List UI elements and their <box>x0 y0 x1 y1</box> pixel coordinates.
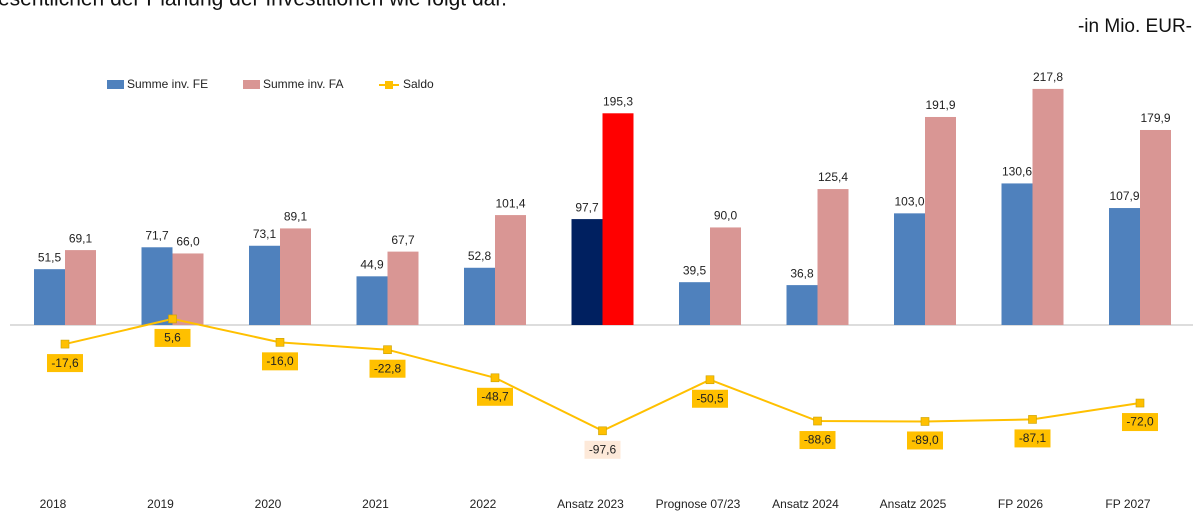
bar-value-label: 36,8 <box>790 266 814 280</box>
saldo-marker <box>813 416 822 426</box>
saldo-label-box <box>1014 429 1051 448</box>
bar-value-label: 97,7 <box>575 200 599 214</box>
bar-value-label: 107,9 <box>1109 189 1139 203</box>
saldo-marker <box>598 426 607 436</box>
x-tick-label: 2021 <box>362 497 389 511</box>
unit-label: -in Mio. EUR- <box>1078 16 1192 37</box>
x-tick-label: 2019 <box>147 497 174 511</box>
saldo-value-label: -72,0 <box>1126 415 1154 429</box>
saldo-marker <box>705 375 715 385</box>
saldo-value-label: -16,0 <box>266 354 294 368</box>
bar <box>280 228 311 325</box>
heading: esentlichen der Planung der Investitione… <box>0 0 507 11</box>
bar <box>925 116 956 325</box>
bar <box>1032 88 1064 325</box>
bar <box>894 213 925 325</box>
bar <box>249 245 280 325</box>
x-tick-label: 2020 <box>255 497 282 511</box>
saldo-value-label: -50,5 <box>696 391 724 405</box>
bar <box>495 215 526 325</box>
bar-value-label: 101,4 <box>495 196 525 210</box>
saldo-value-label: -87,1 <box>1019 431 1047 445</box>
bar <box>1109 208 1140 325</box>
bar <box>1001 183 1033 325</box>
legend-label: Saldo <box>403 77 434 91</box>
bar-value-label: 39,5 <box>683 263 707 277</box>
bar <box>356 276 388 325</box>
bar <box>65 250 96 325</box>
bar-value-label: 44,9 <box>360 258 384 272</box>
bar-value-label: 67,7 <box>391 233 415 247</box>
saldo-value-label: -97,6 <box>589 442 617 456</box>
saldo-label-box <box>1122 413 1158 432</box>
saldo-marker <box>275 338 285 347</box>
saldo-label-box <box>262 352 298 371</box>
saldo-value-label: -89,0 <box>911 433 939 447</box>
bar-value-label: 51,5 <box>38 250 62 264</box>
bar-value-label: 195,3 <box>603 94 633 108</box>
bar <box>710 227 741 325</box>
bar-value-label: 52,8 <box>468 249 492 263</box>
x-tick-label: 2022 <box>470 497 497 511</box>
x-tick-label: Ansatz 2023 <box>557 497 624 511</box>
saldo-marker <box>1135 398 1145 408</box>
x-tick-label: 2018 <box>40 497 67 511</box>
saldo-value-label: 5,6 <box>164 331 181 345</box>
saldo-label-box <box>584 440 621 459</box>
bar <box>464 267 495 325</box>
legend-swatch <box>243 80 260 89</box>
legend-marker <box>385 81 393 89</box>
bar <box>679 282 710 325</box>
bar-value-label: 71,7 <box>145 228 169 242</box>
saldo-value-label: -88,6 <box>804 433 832 447</box>
bar <box>571 219 603 325</box>
x-tick-label: Prognose 07/23 <box>656 497 741 511</box>
saldo-value-label: -48,7 <box>481 389 509 403</box>
bar <box>817 189 849 325</box>
saldo-marker <box>1028 415 1037 424</box>
saldo-line <box>64 317 1141 432</box>
bar-value-label: 66,0 <box>176 235 200 249</box>
bar-value-label: 130,6 <box>1002 165 1032 179</box>
bar-value-label: 89,1 <box>284 210 308 224</box>
saldo-marker <box>920 417 930 426</box>
bar <box>387 251 419 325</box>
bar-value-label: 217,8 <box>1033 70 1063 84</box>
bar <box>786 285 818 325</box>
legend-label: Summe inv. FA <box>263 77 343 91</box>
bar-value-label: 125,4 <box>818 170 848 184</box>
saldo-label-box <box>369 359 406 378</box>
saldo-value-label: -17,6 <box>51 356 79 370</box>
saldo-label-box <box>692 389 728 408</box>
x-tick-label: Ansatz 2025 <box>880 497 947 511</box>
bar <box>1140 129 1171 325</box>
bar <box>172 253 204 325</box>
saldo-marker <box>60 339 70 349</box>
bar-value-label: 69,1 <box>69 231 93 245</box>
saldo-label-box <box>907 431 943 450</box>
bar <box>34 269 65 325</box>
saldo-value-label: -22,8 <box>374 361 402 375</box>
bar-value-label: 191,9 <box>925 98 955 112</box>
saldo-label-box <box>799 431 836 450</box>
legend-label: Summe inv. FE <box>127 77 208 91</box>
bar-value-label: 103,0 <box>894 195 924 209</box>
saldo-label-box <box>47 354 83 373</box>
bar-value-label: 179,9 <box>1140 111 1170 125</box>
saldo-label-box <box>154 328 191 347</box>
bar-value-label: 90,0 <box>714 209 738 223</box>
saldo-marker <box>490 373 500 383</box>
legend-swatch <box>107 80 124 89</box>
bar-value-label: 73,1 <box>253 227 277 241</box>
saldo-marker <box>168 314 177 324</box>
x-tick-label: FP 2026 <box>998 497 1043 511</box>
bar <box>141 247 173 325</box>
saldo-label-box <box>477 387 513 406</box>
x-tick-label: Ansatz 2024 <box>772 497 839 511</box>
saldo-marker <box>383 345 392 355</box>
x-tick-label: FP 2027 <box>1105 497 1150 511</box>
bar <box>602 113 634 325</box>
